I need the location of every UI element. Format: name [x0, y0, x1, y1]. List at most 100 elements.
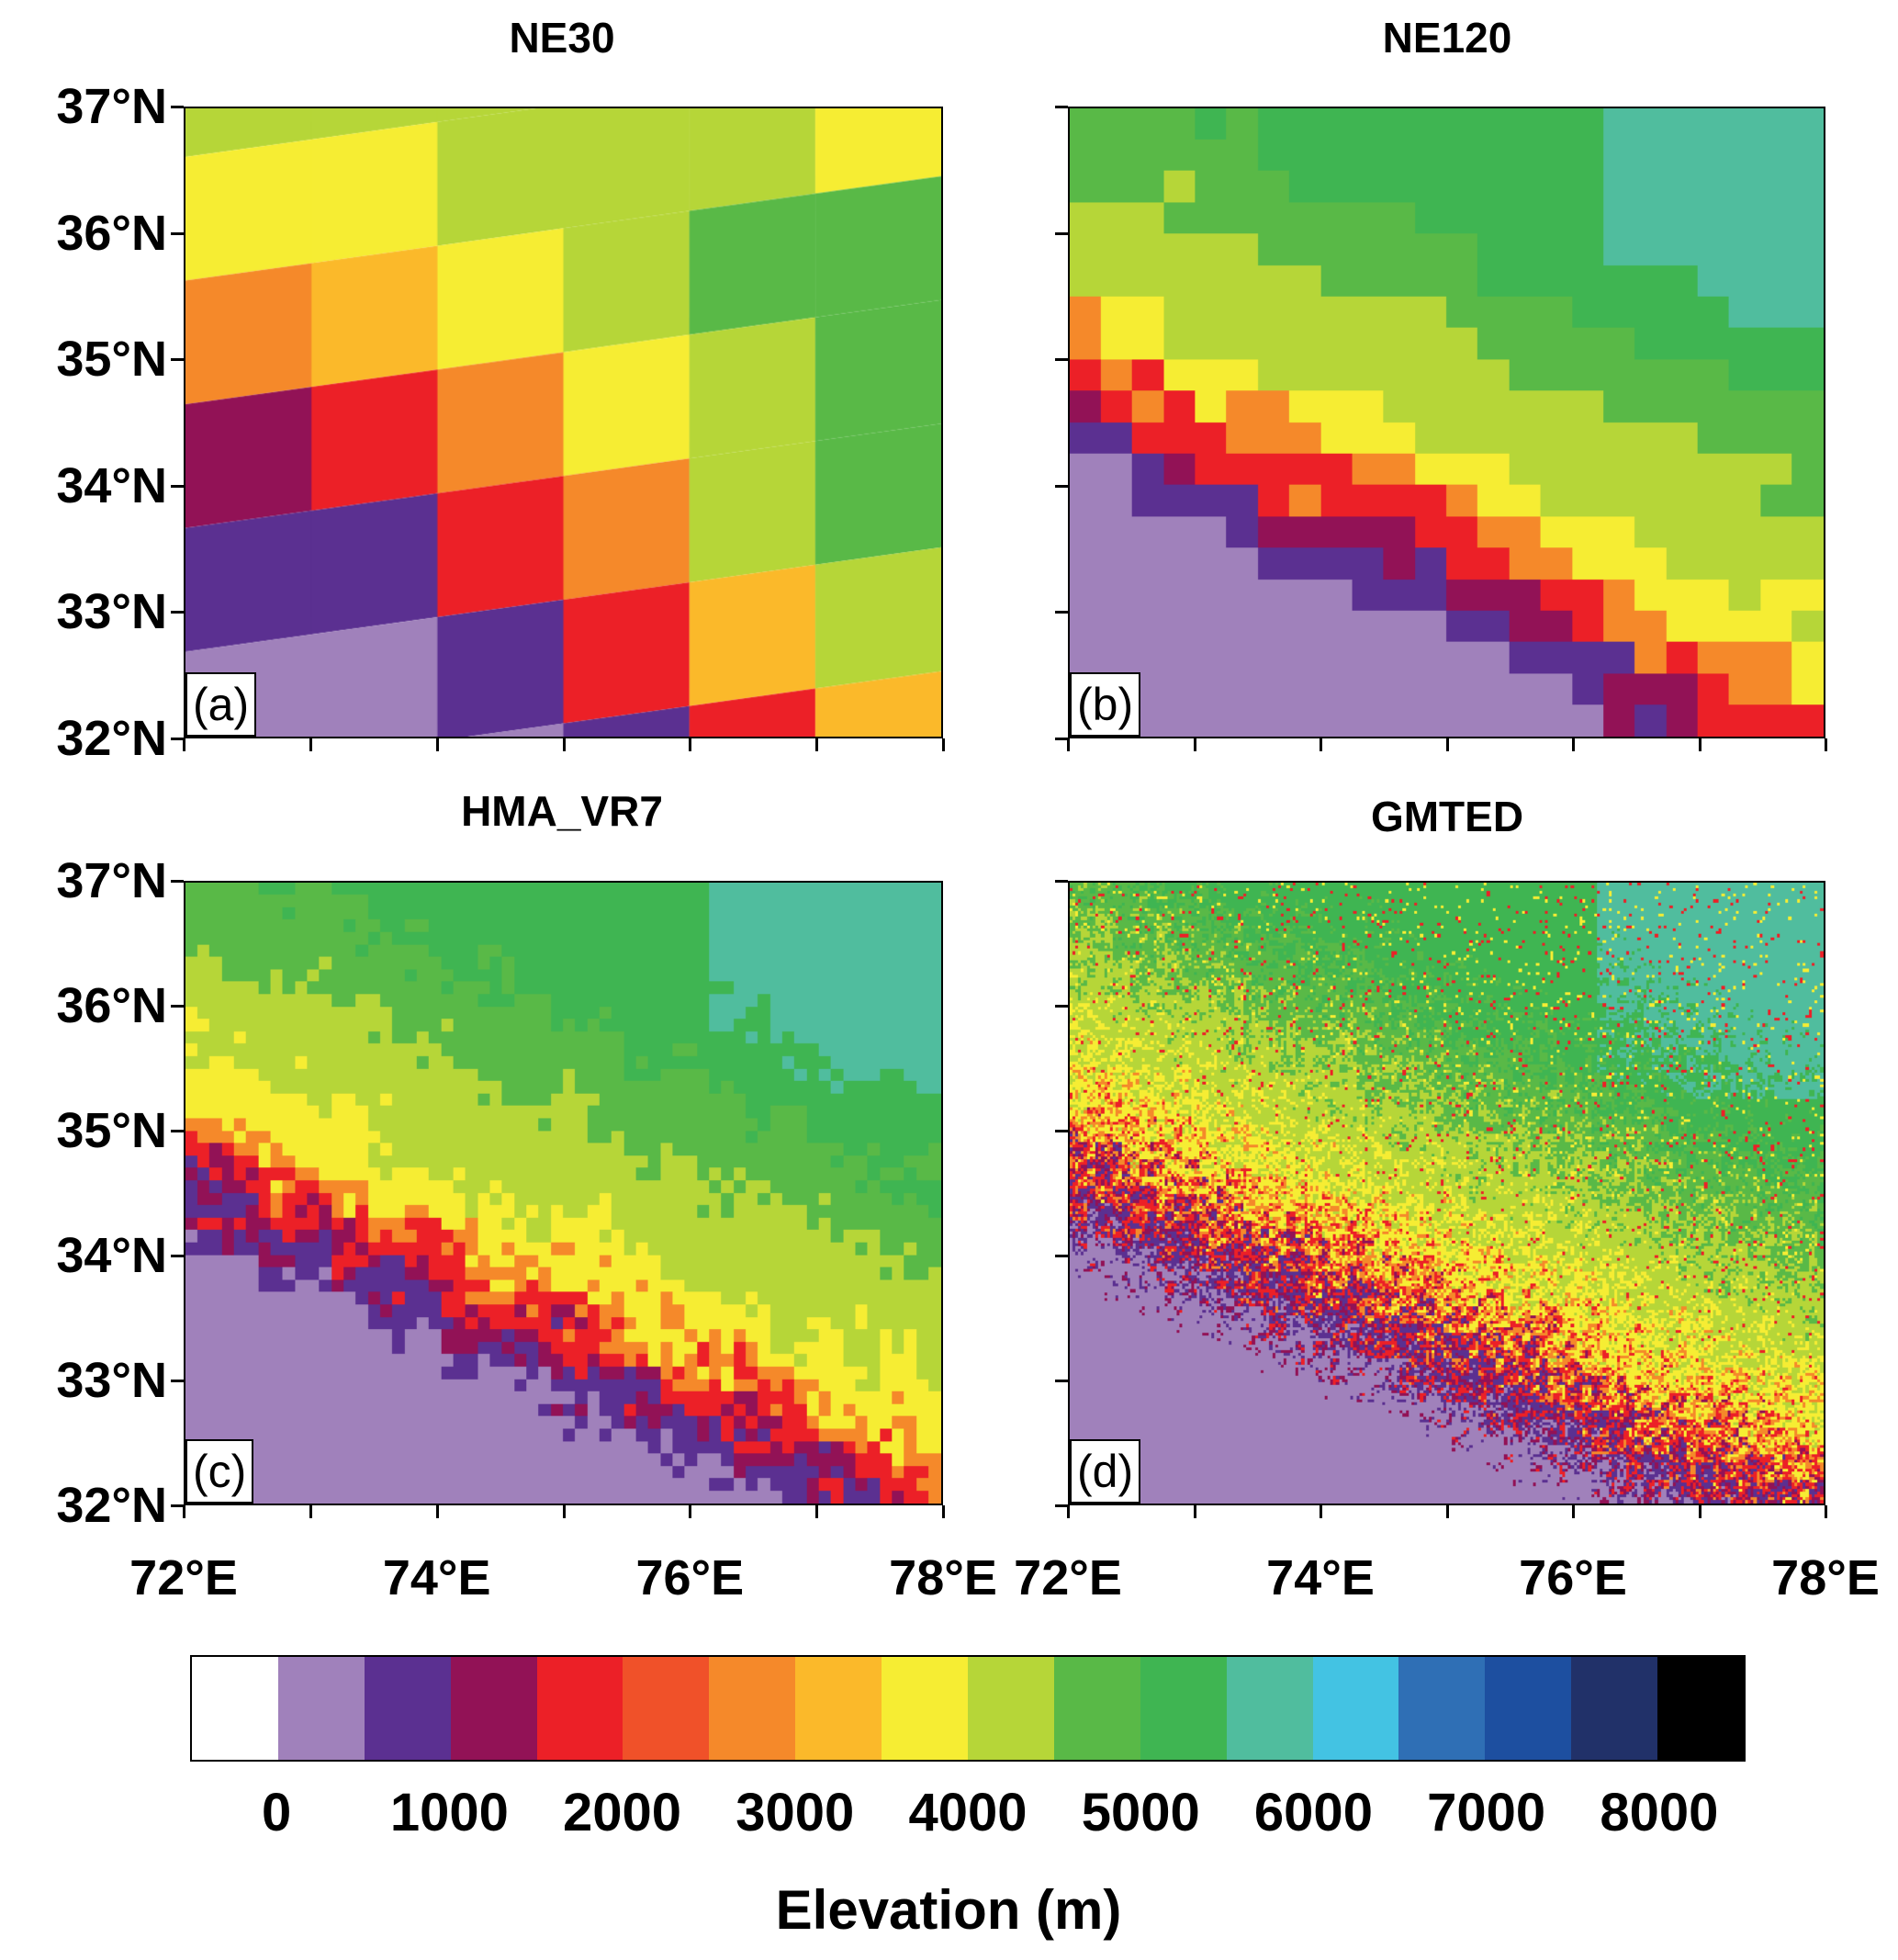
y-tick-label: 33°N [56, 1353, 167, 1408]
y-tick [1055, 484, 1068, 488]
x-tick [1445, 738, 1449, 751]
colorbar-swatch [882, 1657, 969, 1760]
panel-title-d: GMTED [1370, 793, 1524, 840]
x-tick [183, 1505, 185, 1518]
x-tick [1825, 738, 1827, 751]
y-tick-label: 34°N [56, 1228, 167, 1283]
y-tick [171, 1504, 184, 1507]
colorbar-swatch [1571, 1657, 1658, 1760]
x-tick-label: 78°E [1771, 1550, 1880, 1605]
panel-label-c: (c) [185, 1439, 254, 1504]
x-tick [1320, 1505, 1322, 1518]
colorbar-swatch [1312, 1657, 1399, 1760]
colorbar-tick-label: 3000 [736, 1783, 855, 1842]
panel-title-c: HMA_VR7 [461, 787, 663, 835]
y-tick-label: 35°N [56, 1103, 167, 1158]
x-tick-label: 72°E [1014, 1550, 1122, 1605]
y-tick [171, 1005, 184, 1008]
x-tick [562, 1505, 566, 1518]
colorbar-swatch [1053, 1657, 1140, 1760]
x-tick [309, 1505, 312, 1518]
x-tick [1320, 738, 1322, 751]
colorbar-tick-label: 0 [261, 1783, 292, 1842]
x-tick [562, 738, 566, 751]
y-tick [171, 231, 184, 235]
y-tick [171, 484, 184, 488]
panel-label-a: (a) [185, 672, 257, 737]
y-tick [1055, 611, 1068, 614]
x-tick-label: 76°E [635, 1550, 745, 1605]
colorbar-swatch [364, 1657, 451, 1760]
map-panel-hma-vr7: (c) [184, 881, 943, 1505]
y-tick [1055, 880, 1068, 883]
y-tick [171, 880, 184, 883]
x-tick [689, 1505, 692, 1518]
x-tick-label: 74°E [1266, 1550, 1375, 1605]
x-tick [1193, 738, 1196, 751]
x-tick [1193, 1505, 1196, 1518]
colorbar-swatch [623, 1657, 710, 1760]
x-tick [689, 738, 692, 751]
y-tick [171, 611, 184, 614]
y-tick [1055, 106, 1068, 108]
y-tick-label: 32°N [56, 1478, 167, 1533]
colorbar-swatch [1485, 1657, 1572, 1760]
x-tick [1698, 1505, 1701, 1518]
colorbar-tick-label: 5000 [1081, 1783, 1200, 1842]
y-tick [1055, 1504, 1068, 1507]
colorbar-swatch [192, 1657, 278, 1760]
map-panel-ne30: (a) [184, 107, 943, 738]
colorbar-swatch [1657, 1657, 1745, 1760]
y-tick-label: 34°N [56, 457, 167, 513]
colorbar-swatch [795, 1657, 882, 1760]
colorbar-tick-label: 1000 [389, 1783, 509, 1842]
x-tick [815, 738, 819, 751]
colorbar-swatch [277, 1657, 365, 1760]
panel-title-b: NE120 [1382, 14, 1512, 62]
x-tick [1445, 1505, 1449, 1518]
x-tick [942, 738, 945, 751]
elevation-map-gmted [1070, 883, 1824, 1504]
elevation-map-hma-vr7 [185, 883, 941, 1504]
y-tick [1055, 1255, 1068, 1257]
x-tick [942, 1505, 945, 1518]
x-tick [815, 1505, 819, 1518]
y-tick-label: 36°N [56, 205, 167, 261]
y-tick [1055, 1005, 1068, 1008]
y-tick [1055, 1130, 1068, 1132]
panel-label-d: (d) [1070, 1439, 1141, 1504]
y-tick-label: 35°N [56, 332, 167, 388]
x-tick [1572, 738, 1575, 751]
x-tick-label: 76°E [1519, 1550, 1627, 1605]
colorbar-swatch [450, 1657, 537, 1760]
colorbar-tick-label: 6000 [1253, 1783, 1373, 1842]
colorbar-title: Elevation (m) [775, 1879, 1122, 1941]
y-tick [171, 1380, 184, 1382]
elevation-map-ne30 [185, 108, 941, 737]
x-tick [1825, 1505, 1827, 1518]
y-tick [1055, 738, 1068, 740]
y-tick [171, 358, 184, 362]
y-tick [171, 1130, 184, 1132]
colorbar-tick-label: 2000 [563, 1783, 682, 1842]
colorbar-swatch [1226, 1657, 1313, 1760]
colorbar-tick-label: 4000 [908, 1783, 1028, 1842]
x-tick [309, 738, 312, 751]
y-tick-label: 36°N [56, 978, 167, 1033]
y-tick [171, 738, 184, 740]
colorbar-swatch [1398, 1657, 1486, 1760]
x-tick [435, 1505, 439, 1518]
colorbar-swatch [709, 1657, 796, 1760]
colorbar-swatch [1140, 1657, 1227, 1760]
elevation-map-ne120 [1070, 108, 1824, 737]
y-tick-label: 37°N [56, 79, 167, 134]
x-tick-label: 72°E [129, 1550, 238, 1605]
colorbar-swatch [536, 1657, 623, 1760]
y-tick-label: 32°N [56, 711, 167, 766]
x-tick [1067, 1505, 1070, 1518]
y-tick-label: 33°N [56, 584, 167, 640]
y-tick [1055, 231, 1068, 235]
y-tick [1055, 358, 1068, 362]
colorbar-swatch [968, 1657, 1054, 1760]
map-panel-ne120: (b) [1068, 107, 1825, 738]
